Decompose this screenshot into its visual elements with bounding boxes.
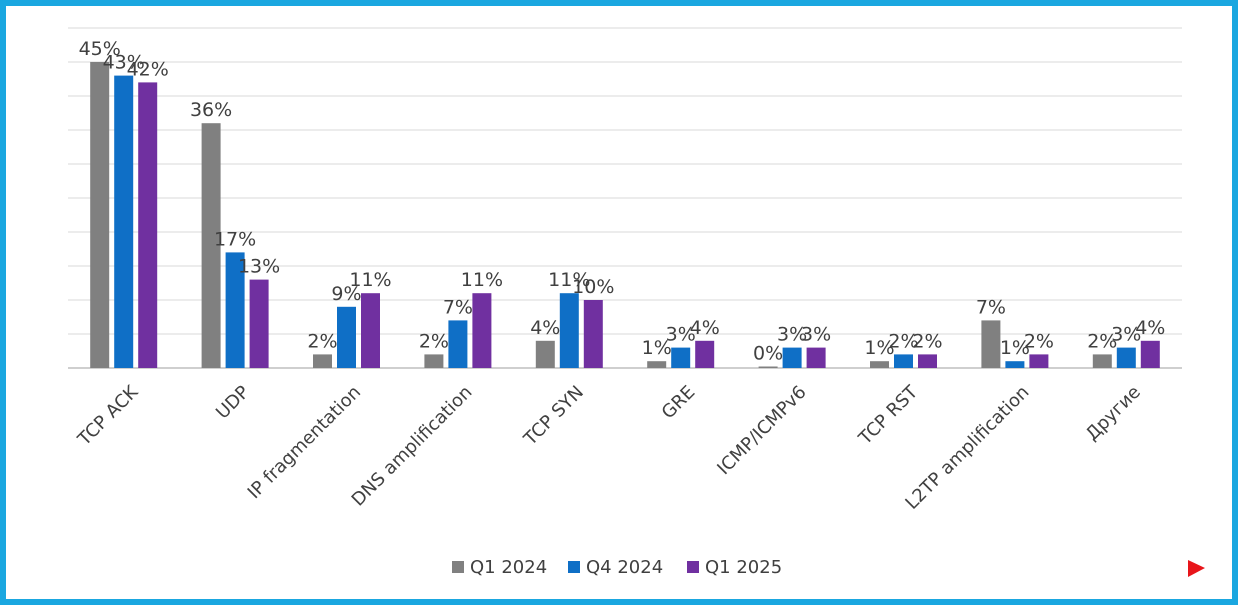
legend-swatch <box>452 561 464 573</box>
bar <box>1116 347 1136 368</box>
data-label: 2% <box>912 330 942 352</box>
bar <box>225 252 245 368</box>
legend-swatch <box>568 561 580 573</box>
data-label: 4% <box>1135 317 1165 339</box>
category-label: TCP SYN <box>519 382 588 451</box>
bar <box>981 320 1001 368</box>
category-label: Другие <box>1082 382 1145 445</box>
data-label: 2% <box>419 330 449 352</box>
data-label: 2% <box>888 330 918 352</box>
data-label: 11% <box>548 269 590 291</box>
legend-swatch <box>687 561 699 573</box>
category-label: TCP RST <box>854 381 923 450</box>
data-label: 3% <box>666 324 696 346</box>
bars <box>90 62 1160 369</box>
category-label: UDP <box>212 382 254 424</box>
bar <box>313 354 332 368</box>
bar <box>337 306 356 368</box>
bar <box>758 366 778 368</box>
data-label: 11% <box>461 269 503 291</box>
bar <box>806 347 826 368</box>
bar <box>424 354 444 368</box>
data-label: 1% <box>1000 337 1030 359</box>
data-label: 2% <box>1087 330 1117 352</box>
data-label: 4% <box>690 317 720 339</box>
data-label: 3% <box>801 324 831 346</box>
data-label: 3% <box>777 324 807 346</box>
data-label: 13% <box>238 256 280 278</box>
bar <box>647 361 667 368</box>
bar <box>583 300 603 368</box>
data-label: 3% <box>1111 324 1141 346</box>
category-label: GRE <box>658 382 700 424</box>
data-label: 7% <box>443 296 473 318</box>
data-label: 11% <box>349 269 391 291</box>
data-labels: 45%43%42%36%17%13%2%9%11%2%7%11%4%11%10%… <box>79 38 1166 365</box>
data-label: 36% <box>190 99 232 121</box>
bar <box>918 354 937 368</box>
bar <box>1005 361 1025 368</box>
bar <box>201 123 221 368</box>
data-label: 2% <box>307 330 337 352</box>
bar <box>448 320 468 368</box>
data-label: 9% <box>331 283 361 305</box>
category-label: DNS amplification <box>348 382 477 511</box>
data-label: 42% <box>127 58 169 80</box>
bar <box>1140 340 1160 368</box>
bar <box>114 75 134 368</box>
data-label: 45% <box>79 38 121 60</box>
bar <box>1029 354 1049 368</box>
data-label: 1% <box>642 337 672 359</box>
category-label: L2TP amplification <box>901 382 1033 514</box>
bar <box>90 62 110 368</box>
legend-label: Q4 2024 <box>586 557 663 578</box>
legend-label: Q1 2025 <box>705 557 782 578</box>
bar <box>671 347 691 368</box>
legend-label: Q1 2024 <box>470 557 547 578</box>
bar <box>138 82 158 369</box>
legend: Q1 2024 Q4 2024 Q1 2025 <box>452 557 782 578</box>
bar <box>1092 354 1112 368</box>
data-label: 43% <box>103 52 145 74</box>
bar <box>472 293 492 368</box>
data-label: 0% <box>753 343 783 365</box>
next-arrow-icon[interactable] <box>1188 560 1205 577</box>
bar <box>535 340 555 368</box>
data-label: 10% <box>572 276 614 298</box>
data-label: 1% <box>864 337 894 359</box>
data-label: 7% <box>976 296 1006 318</box>
category-label: ICMP/ICMPv6 <box>713 382 810 479</box>
category-label: IP fragmentation <box>244 382 365 503</box>
bar <box>249 279 269 368</box>
bar <box>894 354 913 368</box>
bar <box>559 293 579 368</box>
bar <box>782 347 802 368</box>
data-label: 17% <box>214 228 256 250</box>
data-label: 2% <box>1024 330 1054 352</box>
bar <box>361 293 380 368</box>
data-label: 4% <box>530 317 560 339</box>
bar <box>870 361 889 368</box>
bar <box>695 340 715 368</box>
category-label: TCP ACK <box>73 381 143 451</box>
